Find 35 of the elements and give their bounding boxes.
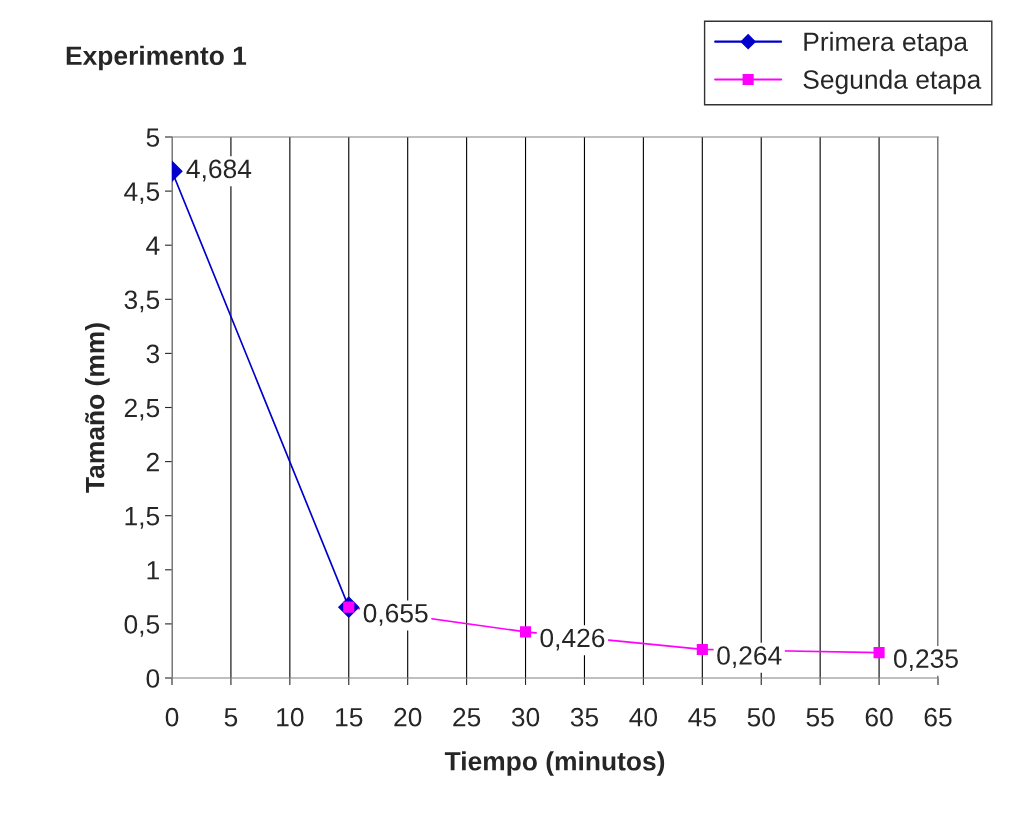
data-label: 0,235 bbox=[894, 649, 958, 672]
x-tick-label: 65 bbox=[924, 707, 952, 727]
y-tick-label: 4 bbox=[146, 236, 160, 255]
data-label: 0,426 bbox=[540, 628, 605, 651]
x-tick-label: 30 bbox=[511, 707, 540, 727]
y-tick-label: 1,5 bbox=[125, 507, 160, 529]
x-tick-label: 25 bbox=[453, 707, 481, 727]
x-tick-label: 55 bbox=[806, 708, 834, 727]
x-tick-label: 15 bbox=[336, 708, 363, 727]
data-label: 4,684 bbox=[186, 159, 252, 182]
y-tick-label: 3 bbox=[146, 344, 160, 364]
x-tick-label: 10 bbox=[277, 707, 304, 727]
x-tick-label: 40 bbox=[629, 707, 658, 727]
data-label: 0,264 bbox=[717, 646, 782, 668]
chart-title: Experimento 1 bbox=[66, 45, 247, 71]
y-tick-label: 2 bbox=[146, 452, 159, 472]
x-tick-label: 0 bbox=[165, 707, 179, 727]
y-axis-title: Tamaño (mm) bbox=[85, 323, 110, 493]
y-tick-label: 1 bbox=[147, 561, 159, 580]
y-tick-label: 5 bbox=[146, 128, 160, 147]
y-tick-label: 0 bbox=[146, 669, 160, 688]
y-tick-label: 3,5 bbox=[124, 290, 160, 313]
legend-label: Segunda etapa bbox=[803, 69, 982, 95]
x-tick-label: 20 bbox=[394, 707, 422, 727]
x-tick-label: 35 bbox=[570, 707, 599, 727]
y-tick-label: 0,5 bbox=[124, 615, 160, 637]
legend-label: Primera etapa bbox=[804, 31, 968, 57]
x-axis-title: Tiempo (minutos) bbox=[444, 751, 665, 776]
x-tick-label: 60 bbox=[865, 707, 893, 727]
data-label: 0,655 bbox=[363, 603, 428, 626]
x-tick-label: 50 bbox=[747, 707, 775, 727]
y-tick-label: 2,5 bbox=[124, 398, 160, 421]
x-tick-label: 5 bbox=[224, 708, 238, 727]
y-tick-label: 4,5 bbox=[124, 182, 160, 205]
x-tick-label: 45 bbox=[688, 708, 716, 727]
